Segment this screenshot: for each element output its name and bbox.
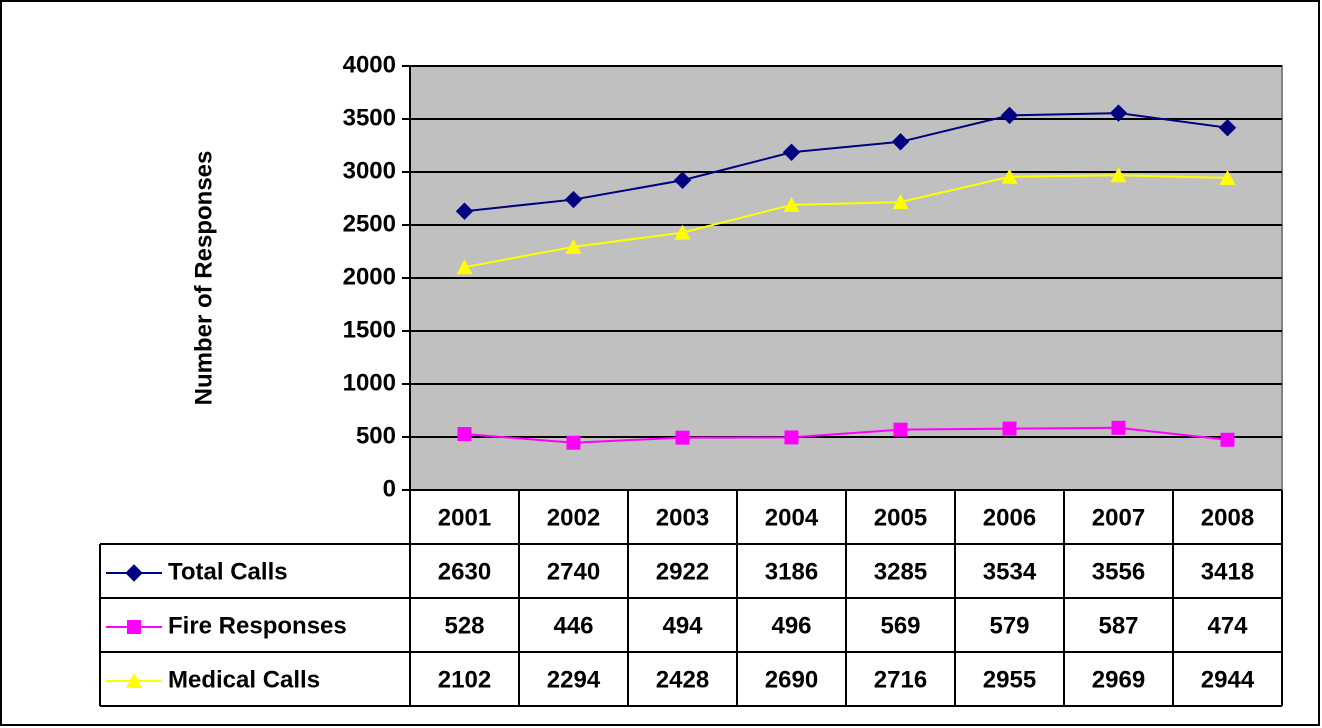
y-axis-label: Number of Responses — [190, 151, 217, 406]
marker — [1220, 432, 1235, 447]
marker — [783, 196, 800, 212]
marker — [891, 133, 910, 151]
series-line — [464, 426, 1228, 444]
x-tick-label: 2001 — [438, 504, 491, 531]
series-line — [464, 174, 1228, 269]
table-value: 474 — [1207, 612, 1248, 639]
table-value: 496 — [771, 612, 811, 639]
x-tick-label: 2005 — [874, 504, 927, 531]
y-tick-label: 3500 — [343, 104, 396, 131]
marker — [892, 194, 909, 210]
marker — [1111, 420, 1126, 435]
marker — [1219, 169, 1236, 185]
y-tick-label: 3000 — [343, 157, 396, 184]
x-tick-label: 2008 — [1201, 504, 1254, 531]
marker — [893, 422, 908, 437]
table-value: 2428 — [656, 666, 709, 693]
y-tick-label: 4000 — [343, 51, 396, 78]
table-value: 2630 — [438, 558, 491, 585]
marker — [782, 143, 801, 161]
y-tick-label: 2500 — [343, 210, 396, 237]
series-line — [464, 112, 1228, 213]
marker — [674, 224, 691, 240]
table-value: 446 — [553, 612, 593, 639]
marker — [673, 171, 692, 189]
marker — [1218, 118, 1237, 137]
x-tick-label: 2007 — [1092, 504, 1145, 531]
marker — [455, 202, 474, 220]
table-value: 579 — [989, 612, 1029, 639]
marker — [1109, 104, 1128, 122]
table-value: 3418 — [1201, 558, 1254, 585]
legend-marker — [126, 673, 142, 688]
y-tick-label: 0 — [383, 475, 396, 502]
x-tick-label: 2003 — [656, 504, 709, 531]
y-tick-label: 500 — [356, 422, 396, 449]
marker — [564, 190, 583, 209]
table-value: 2102 — [438, 666, 491, 693]
marker — [675, 430, 690, 445]
marker — [566, 435, 581, 450]
x-tick-label: 2006 — [983, 504, 1036, 531]
table-value: 2690 — [765, 666, 818, 693]
y-tick-label: 2000 — [343, 263, 396, 290]
table-value: 494 — [662, 612, 703, 639]
marker — [1002, 421, 1017, 436]
table-value: 3556 — [1092, 558, 1145, 585]
table-value: 2716 — [874, 666, 927, 693]
marker — [1000, 106, 1019, 125]
table-value: 3285 — [874, 558, 927, 585]
marker — [456, 259, 473, 275]
table-value: 2944 — [1201, 666, 1255, 693]
marker — [1110, 167, 1127, 183]
legend-label: Total Calls — [168, 558, 288, 585]
table-value: 2294 — [547, 666, 601, 693]
table-value: 2922 — [656, 558, 709, 585]
table-value: 2955 — [983, 666, 1036, 693]
x-tick-label: 2004 — [765, 504, 819, 531]
marker — [1001, 168, 1018, 184]
legend-label: Fire Responses — [168, 612, 347, 639]
table-value: 3534 — [983, 558, 1037, 585]
table-value: 2740 — [547, 558, 600, 585]
table-value: 587 — [1098, 612, 1138, 639]
y-tick-label: 1500 — [343, 316, 396, 343]
table-value: 569 — [880, 612, 920, 639]
legend-marker — [127, 620, 141, 634]
table-value: 2969 — [1092, 666, 1145, 693]
marker — [565, 238, 582, 254]
x-tick-label: 2002 — [547, 504, 600, 531]
marker — [457, 427, 472, 442]
legend-label: Medical Calls — [168, 666, 320, 693]
legend-marker — [125, 564, 143, 582]
y-tick-label: 1000 — [343, 369, 396, 396]
table-value: 528 — [444, 612, 484, 639]
table-value: 3186 — [765, 558, 818, 585]
marker — [784, 430, 799, 445]
